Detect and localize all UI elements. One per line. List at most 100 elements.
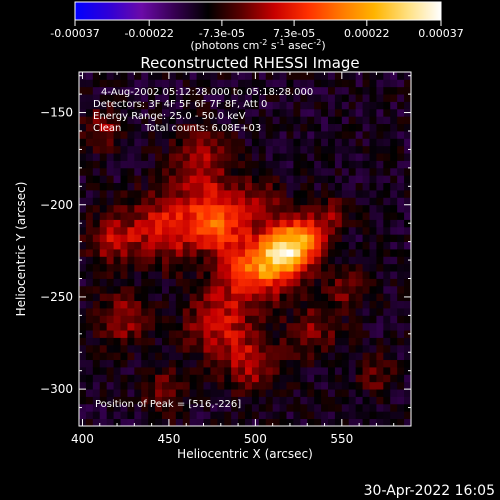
heatmap-cell xyxy=(300,359,308,368)
heatmap-cell xyxy=(404,411,411,420)
heatmap-cell xyxy=(189,204,197,213)
heatmap-cell xyxy=(328,396,336,405)
heatmap-cell xyxy=(141,285,149,294)
heatmap-cell xyxy=(383,396,391,405)
heatmap-cell xyxy=(162,249,170,257)
heatmap-cell xyxy=(238,101,246,110)
heatmap-cell xyxy=(238,315,246,324)
heatmap-cell xyxy=(189,116,197,125)
heatmap-cell xyxy=(168,293,177,302)
heatmap-cell xyxy=(321,182,329,191)
heatmap-cell xyxy=(238,197,246,206)
heatmap-cell xyxy=(321,359,329,368)
heatmap-cell xyxy=(321,145,329,154)
heatmap-cell xyxy=(217,396,225,405)
heatmap-cell xyxy=(404,131,411,139)
heatmap-cell xyxy=(175,72,184,80)
heatmap-cell xyxy=(383,381,391,390)
heatmap-cell xyxy=(210,322,218,331)
heatmap-cell xyxy=(238,167,246,176)
heatmap-cell xyxy=(348,101,357,110)
heatmap-cell xyxy=(251,263,260,272)
heatmap-cell xyxy=(141,263,149,272)
heatmap-cell xyxy=(79,315,87,324)
heatmap-cell xyxy=(120,374,128,383)
heatmap-cell xyxy=(348,263,357,272)
heatmap-cell xyxy=(106,418,114,426)
heatmap-cell xyxy=(279,315,287,324)
heatmap-cell xyxy=(307,160,315,169)
heatmap-cell xyxy=(251,411,260,420)
heatmap-cell xyxy=(155,190,163,198)
heatmap-cell xyxy=(397,263,405,272)
heatmap-cell xyxy=(134,403,142,412)
heatmap-cell xyxy=(134,123,142,132)
heatmap-cell xyxy=(127,101,135,110)
heatmap-cell xyxy=(376,153,384,161)
heatmap-cell xyxy=(120,204,128,213)
heatmap-cell xyxy=(307,79,315,88)
heatmap-cell xyxy=(231,344,239,353)
heatmap-cell xyxy=(341,293,350,302)
heatmap-cell xyxy=(134,160,142,169)
heatmap-cell xyxy=(175,367,184,375)
heatmap-cell xyxy=(182,190,191,198)
heatmap-cell xyxy=(79,359,87,368)
heatmap-cell xyxy=(162,411,170,420)
heatmap-cell xyxy=(286,359,294,368)
heatmap-cell xyxy=(328,94,336,102)
heatmap-cell xyxy=(182,278,191,287)
heatmap-cell xyxy=(258,293,267,302)
heatmap-cell xyxy=(397,344,405,353)
heatmap-cell xyxy=(251,145,260,154)
heatmap-cell xyxy=(196,322,204,331)
heatmap-cell xyxy=(265,241,274,250)
heatmap-cell xyxy=(92,167,101,176)
heatmap-cell xyxy=(348,138,357,147)
heatmap-cell xyxy=(155,300,163,309)
heatmap-cell xyxy=(314,86,322,95)
heatmap-cell xyxy=(279,131,287,139)
heatmap-cell xyxy=(300,241,308,250)
heatmap-cell xyxy=(397,374,405,383)
heatmap-cell xyxy=(238,182,246,191)
heatmap-cell xyxy=(113,344,121,353)
heatmap-cell xyxy=(348,411,357,420)
heatmap-cell xyxy=(196,160,204,169)
heatmap-cell xyxy=(376,352,384,361)
heatmap-cell xyxy=(134,322,142,331)
heatmap-cell xyxy=(390,315,398,324)
heatmap-cell xyxy=(127,79,135,88)
heatmap-cell xyxy=(376,167,384,176)
heatmap-cell xyxy=(355,219,363,228)
heatmap-cell xyxy=(141,167,149,176)
heatmap-cell xyxy=(168,271,177,279)
heatmap-cell xyxy=(168,197,177,206)
heatmap-cell xyxy=(286,403,294,412)
heatmap-cell xyxy=(307,263,315,272)
heatmap-cell xyxy=(196,381,204,390)
heatmap-cell xyxy=(404,322,411,331)
heatmap-cell xyxy=(404,101,411,110)
heatmap-cell xyxy=(196,204,204,213)
heatmap-cell xyxy=(182,352,191,361)
heatmap-cell xyxy=(279,308,287,316)
heatmap-cell xyxy=(79,190,87,198)
heatmap-cell xyxy=(231,352,239,361)
heatmap-cell xyxy=(348,160,357,169)
heatmap-cell xyxy=(376,374,384,383)
heatmap-cell xyxy=(362,190,370,198)
heatmap-cell xyxy=(348,190,357,198)
heatmap-cell xyxy=(314,403,322,412)
heatmap-cell xyxy=(348,79,357,88)
x-tick-label: 500 xyxy=(244,432,267,446)
heatmap-cell xyxy=(79,381,87,390)
colorbar-tick-label: -0.00037 xyxy=(50,27,99,40)
heatmap-cell xyxy=(328,153,336,161)
heatmap-cell xyxy=(293,337,301,346)
heatmap-cell xyxy=(321,381,329,390)
heatmap-cell xyxy=(182,330,191,338)
heatmap-cell xyxy=(134,389,142,397)
heatmap-cell xyxy=(120,359,128,368)
heatmap-cell xyxy=(321,190,329,198)
